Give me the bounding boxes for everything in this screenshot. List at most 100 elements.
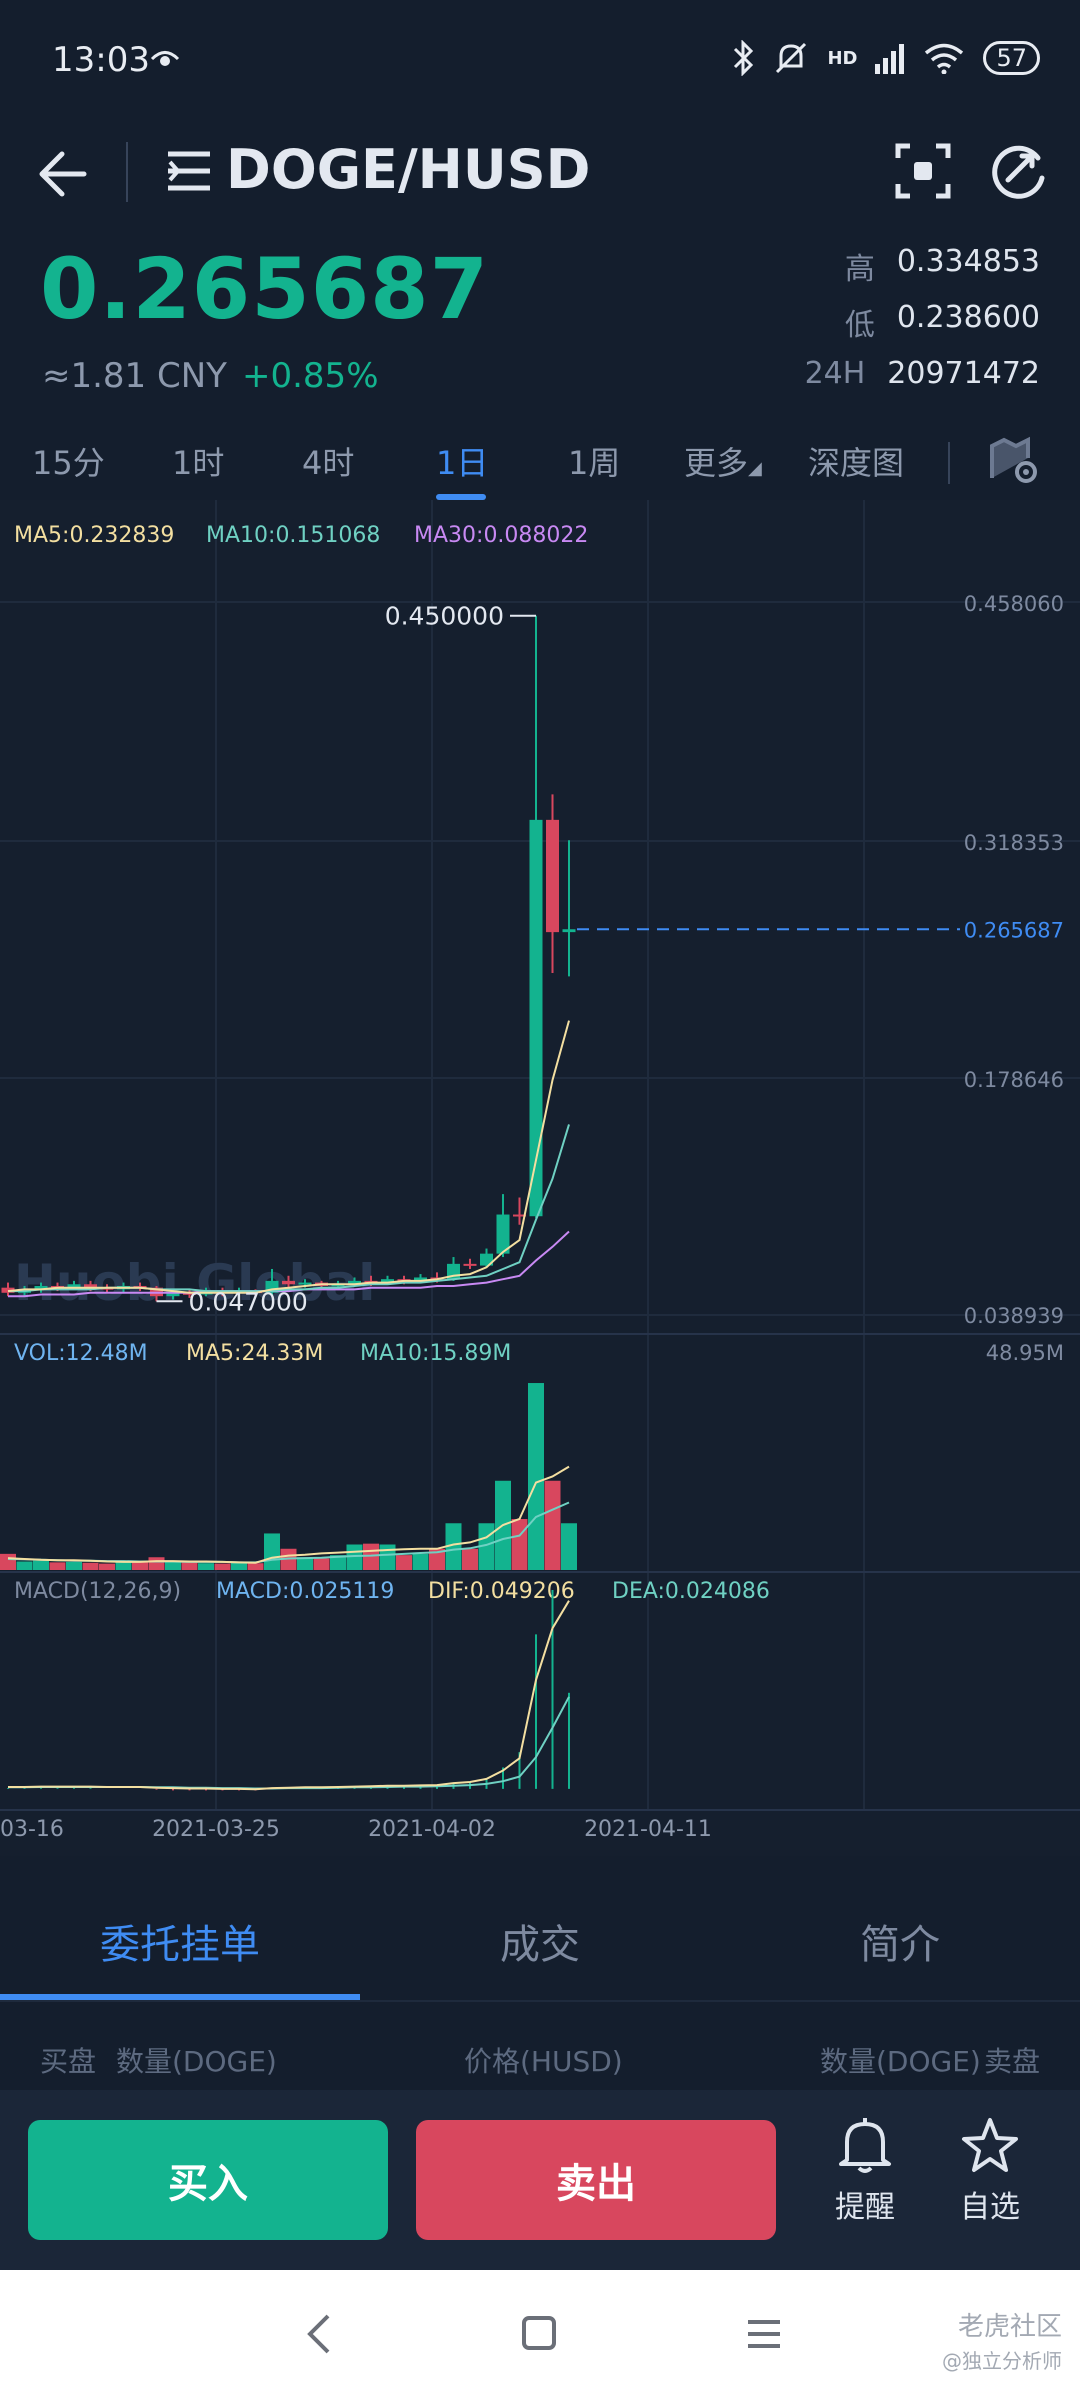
mute-bell-icon	[776, 42, 807, 74]
max-marker: 0.450000	[385, 602, 504, 631]
tab-1w[interactable]: 1周	[568, 444, 621, 482]
x-tick-label-0: 03-16	[0, 1817, 64, 1842]
volume-bar	[330, 1555, 346, 1570]
candle-body	[496, 1214, 510, 1254]
volume-bar	[148, 1557, 165, 1570]
header-divider	[126, 142, 128, 202]
nav-home-icon	[522, 2316, 556, 2350]
caret-icon: ◢	[748, 458, 762, 479]
x-tick-label-3: 2021-04-11	[584, 1817, 712, 1842]
volume-bar	[396, 1555, 412, 1570]
volume-bar	[247, 1563, 264, 1570]
nav-menu-button[interactable]	[744, 2314, 784, 2358]
tab-orders[interactable]: 委托挂单	[100, 1922, 260, 1968]
tab-15m[interactable]: 15分	[32, 444, 105, 482]
tabs-divider	[948, 442, 950, 484]
nav-menu-icon	[748, 2320, 780, 2348]
kline-chart[interactable]: Huobi Global MA5:0.232839 MA10:0.151068 …	[0, 500, 1080, 1856]
dea-legend: DEA:0.024086	[612, 1579, 770, 1604]
back-arrow-icon	[39, 151, 87, 197]
compare-refresh-icon[interactable]	[986, 138, 1052, 204]
tab-depth[interactable]: 深度图	[808, 444, 905, 482]
ask-label: 卖盘	[984, 2045, 1041, 2078]
bluetooth-icon	[734, 40, 754, 76]
vol-legend: VOL:12.48M	[14, 1341, 148, 1366]
tab-4h[interactable]: 4时	[302, 444, 355, 482]
pair-list-icon[interactable]	[166, 148, 212, 194]
volume-bar	[429, 1548, 445, 1570]
candle-body	[282, 1280, 295, 1285]
candle-body	[529, 819, 543, 1217]
system-nav-bar: 老虎社区 @独立分析师	[0, 2270, 1080, 2400]
volume-bar	[16, 1561, 33, 1570]
action-bar: 买入 卖出 提醒 自选	[0, 2090, 1080, 2270]
candle-body	[84, 1284, 97, 1288]
volume-bar	[445, 1523, 462, 1570]
tab-intro[interactable]: 简介	[860, 1922, 940, 1968]
watermark-line-1: 老虎社区	[957, 2312, 1062, 2342]
alert-label: 提醒	[835, 2190, 895, 2225]
macd-params-legend: MACD(12,26,9)	[14, 1579, 181, 1604]
volume-bar	[165, 1561, 181, 1570]
price-col-label: 价格(HUSD)	[464, 2045, 623, 2078]
candle-body	[513, 1214, 526, 1217]
volume-bar	[528, 1383, 544, 1570]
star-icon	[962, 2118, 1018, 2172]
low-label: 低	[844, 308, 875, 343]
tab-underline	[436, 494, 486, 500]
last-price: 0.265687	[40, 240, 490, 338]
tab-1d[interactable]: 1日	[436, 444, 489, 482]
candle-body	[480, 1253, 493, 1266]
status-time: 13:03	[52, 40, 150, 80]
back-button[interactable]	[36, 138, 106, 208]
bell-icon	[839, 2118, 891, 2173]
ma10-legend: MA10:0.151068	[206, 523, 380, 548]
volume-ma5-line	[7, 1465, 570, 1564]
sell-button[interactable]: 卖出	[416, 2120, 776, 2240]
volume-bar	[115, 1561, 132, 1570]
chart-settings-icon[interactable]	[988, 434, 1040, 486]
tab-trades[interactable]: 成交	[500, 1922, 580, 1968]
ma30-legend: MA30:0.088022	[414, 523, 588, 548]
volume-bar	[33, 1560, 49, 1570]
candle-body	[265, 1280, 279, 1293]
volume-24h-value: 20971472	[887, 356, 1040, 391]
fullscreen-icon[interactable]	[890, 138, 956, 204]
nav-back-button[interactable]	[300, 2312, 340, 2360]
candle-body	[348, 1280, 361, 1285]
tab-more-label: 更多	[684, 444, 749, 482]
community-watermark: 老虎社区 @独立分析师	[942, 2310, 1062, 2378]
volume-bar	[214, 1563, 231, 1570]
orderbook-header: 买盘 数量(DOGE) 价格(HUSD) 数量(DOGE) 卖盘	[0, 2032, 1080, 2082]
current-price-label: 0.265687	[964, 918, 1064, 942]
candle-body	[381, 1279, 394, 1283]
bid-qty-label: 数量(DOGE)	[116, 2045, 277, 2078]
favorite-label: 自选	[960, 2190, 1020, 2225]
candle-body	[166, 1292, 180, 1297]
pair-title[interactable]: DOGE/HUSD	[226, 138, 591, 201]
ma5-legend: MA5:0.232839	[14, 523, 174, 548]
volume-bar	[511, 1519, 528, 1570]
candle-body	[546, 819, 559, 933]
min-marker: 0.047000	[189, 1287, 308, 1316]
favorite-button[interactable]: 自选	[940, 2116, 1040, 2226]
status-icons: HD 57	[731, 40, 1040, 76]
nav-home-button[interactable]	[520, 2314, 560, 2358]
low-stat: 低 0.238600	[845, 300, 1040, 344]
tab-more[interactable]: 更多◢	[684, 438, 762, 484]
network-type: HD	[827, 47, 858, 69]
watermark-line-2: @独立分析师	[942, 2349, 1062, 2373]
volume-24h-label: 24H	[804, 356, 866, 391]
eye-icon	[150, 46, 180, 76]
high-stat: 高 0.334853	[845, 244, 1040, 288]
ma30-line	[8, 1230, 570, 1298]
buy-button[interactable]: 买入	[28, 2120, 388, 2240]
volume-bar	[561, 1523, 577, 1570]
alert-button[interactable]: 提醒	[815, 2116, 915, 2226]
volume-bar	[66, 1561, 82, 1570]
tab-1h[interactable]: 1时	[172, 444, 225, 482]
orderbook-divider	[0, 2000, 1080, 2002]
bid-label: 买盘	[40, 2045, 97, 2078]
price-cny: ≈1.81 CNY	[42, 356, 227, 396]
volume-bar	[462, 1548, 478, 1570]
